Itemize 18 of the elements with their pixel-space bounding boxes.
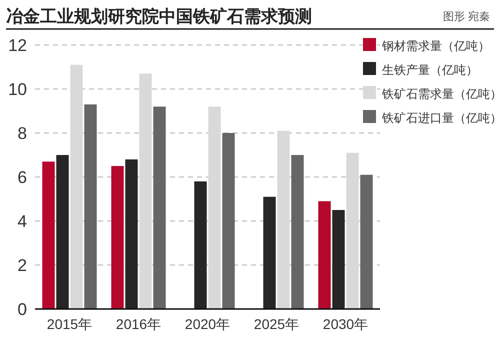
- text: 图形 宛秦: [442, 10, 490, 23]
- legend-label: 生铁产量（亿吨）: [382, 63, 478, 77]
- chart-title: 冶金工业规划研究院中国铁矿石需求预测: [6, 7, 312, 26]
- x-tick-label: 2030年: [322, 316, 368, 332]
- x-tick-label: 2020年: [184, 316, 230, 332]
- legend-label: 铁矿石进口量（亿吨）: [381, 111, 500, 125]
- x-tick-label: 2025年: [254, 316, 300, 332]
- y-tick-label: 6: [18, 168, 27, 187]
- legend-label: 铁矿石需求量（亿吨）: [381, 87, 500, 101]
- y-tick-label: 8: [18, 124, 27, 143]
- legend-label: 钢材需求量（亿吨）: [381, 39, 490, 53]
- y-tick-label: 2: [18, 256, 27, 275]
- y-tick-label: 4: [18, 212, 27, 231]
- y-tick-label: 10: [8, 80, 27, 99]
- y-tick-label: 0: [18, 300, 27, 319]
- y-tick-label: 12: [8, 36, 27, 55]
- x-tick-label: 2016年: [116, 316, 162, 332]
- x-tick-label: 2015年: [46, 316, 92, 332]
